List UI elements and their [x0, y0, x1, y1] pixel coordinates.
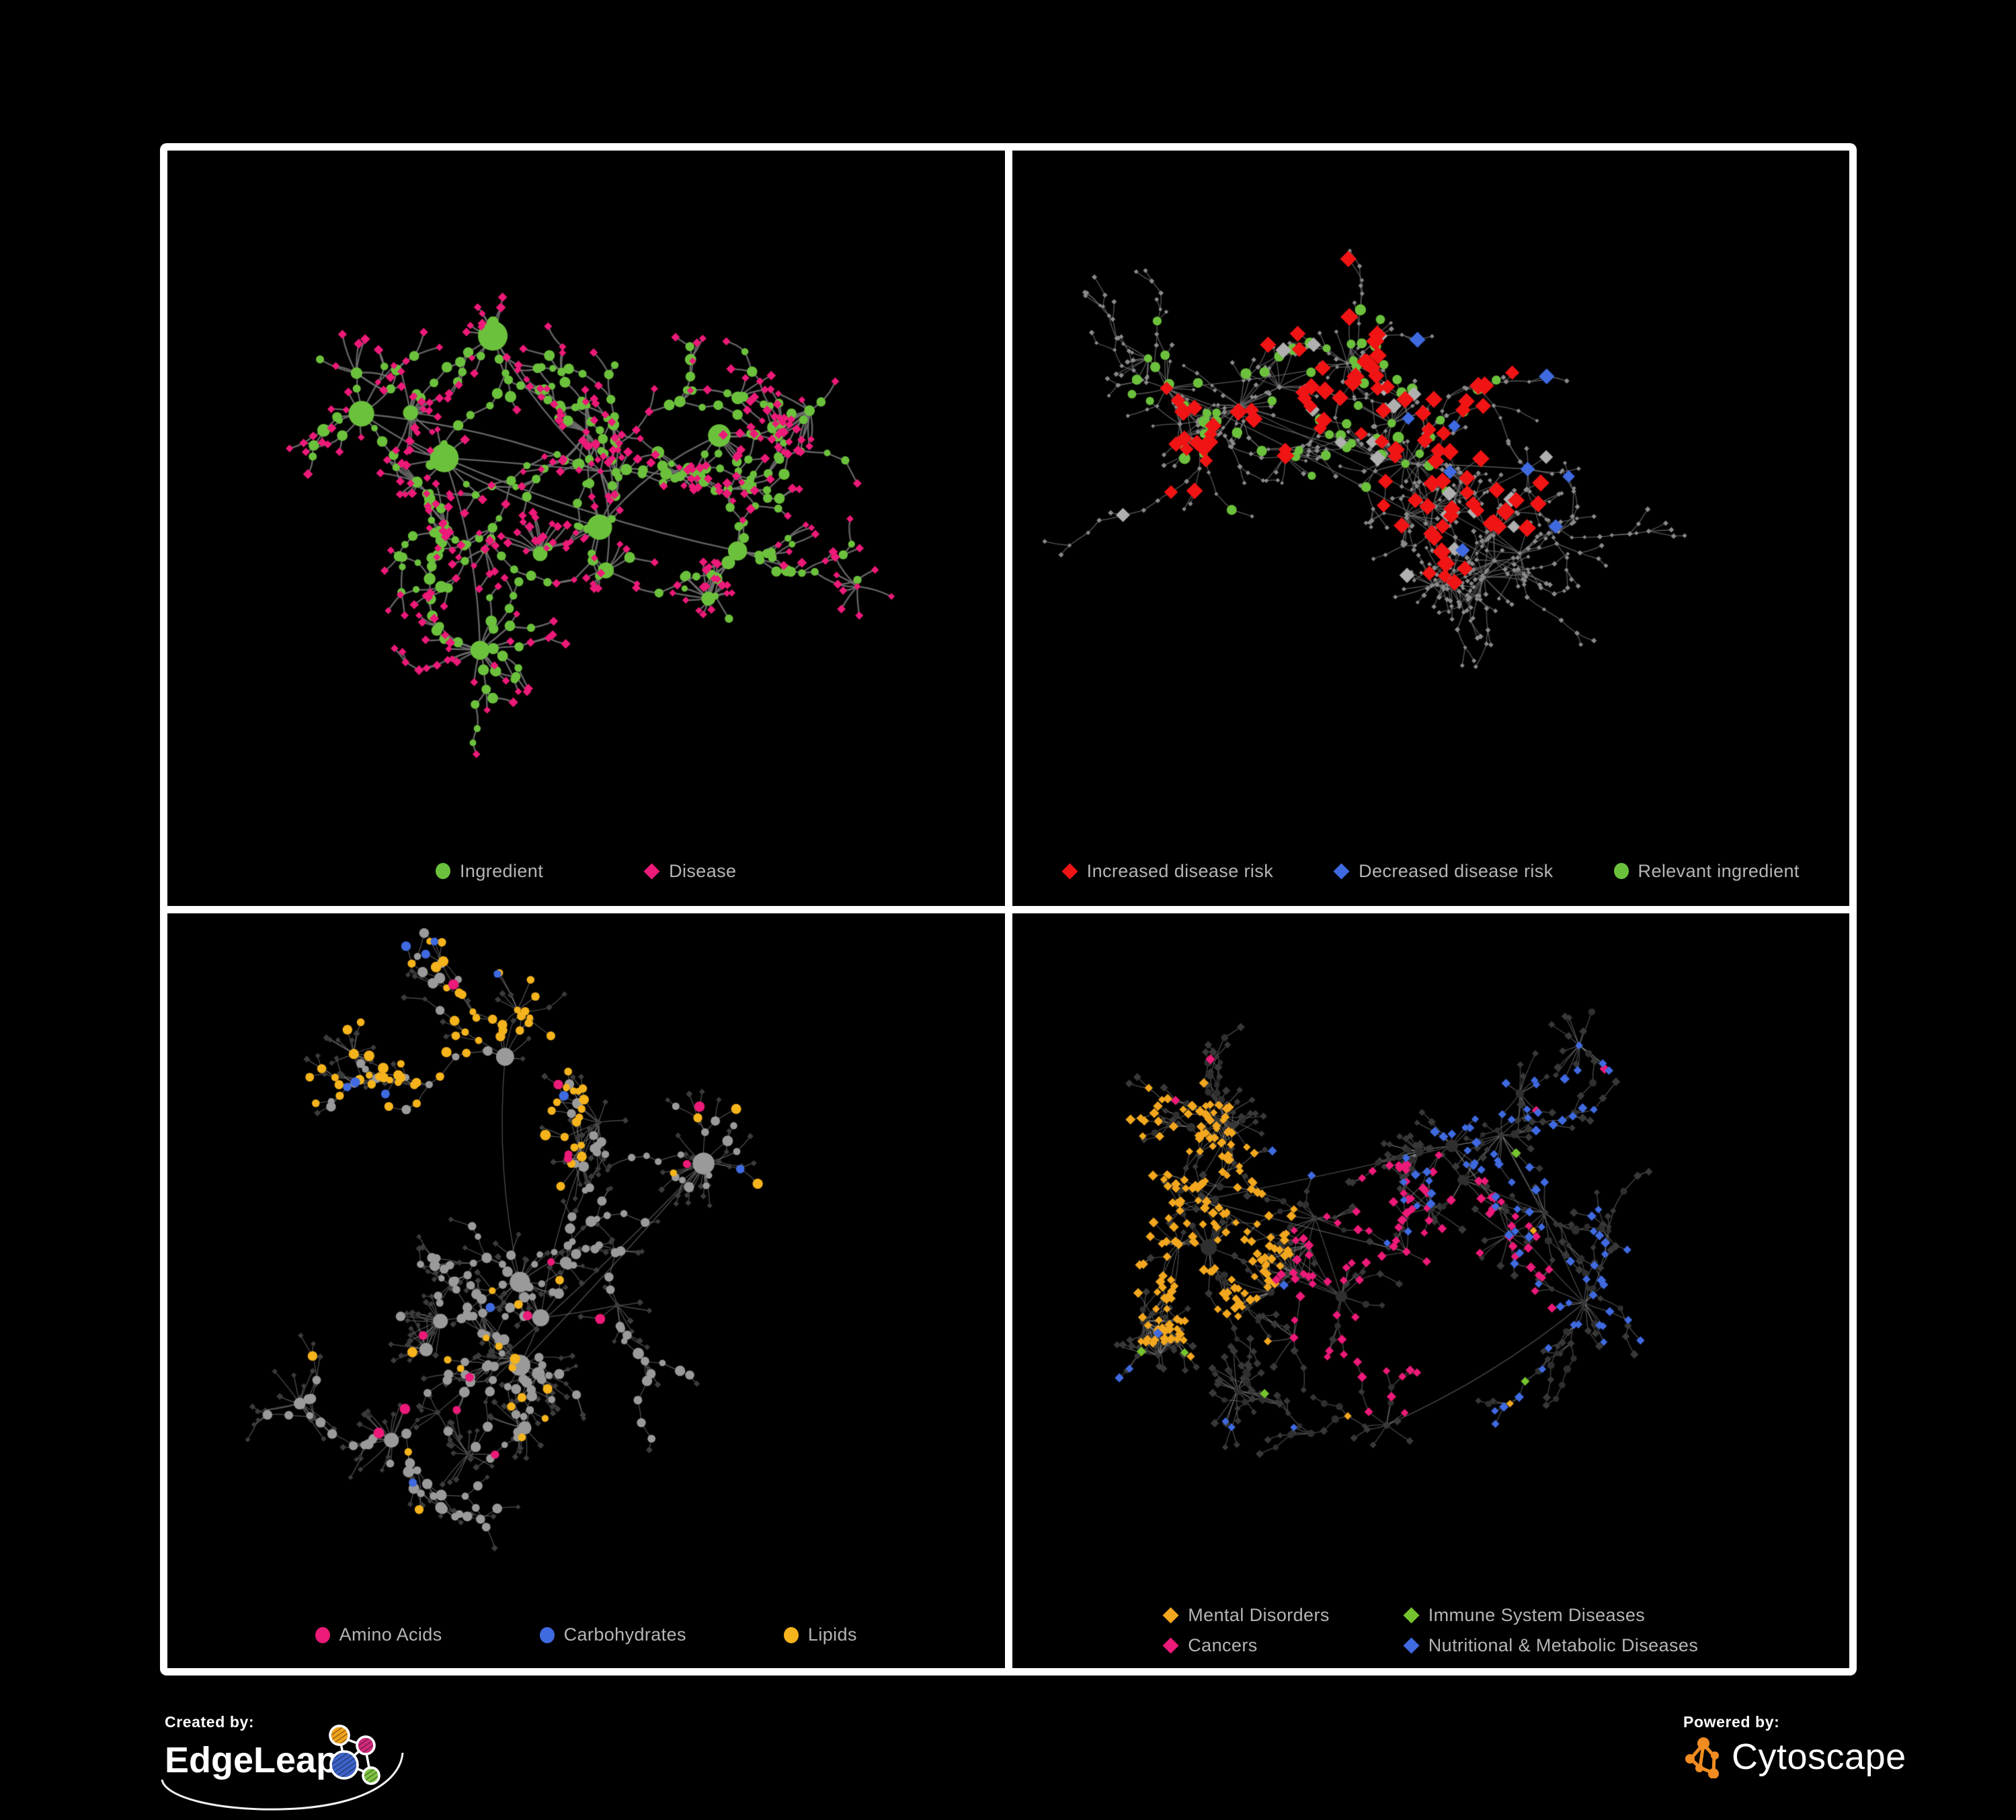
panel-disease-classes: Mental Disorders Immune System Diseases Ca… [1012, 913, 1849, 1668]
legend-circle-marker [436, 863, 451, 879]
legend-diamond-marker [1333, 862, 1350, 880]
legend-item: Mental Disorders [1162, 1605, 1330, 1626]
legend-label: Mental Disorders [1188, 1605, 1330, 1625]
legend-label: Increased disease risk [1086, 860, 1274, 881]
legend-item: Increased disease risk [1061, 860, 1274, 882]
powered-by-block: Powered by: Cytosc [1683, 1713, 1952, 1794]
legend-item: Immune System Diseases [1403, 1605, 1698, 1626]
legend-circle-marker [539, 1626, 555, 1643]
edgeleap-network-icon [329, 1725, 380, 1785]
created-by-block: Created by: EdgeLeap [161, 1713, 420, 1811]
powered-by-label: Powered by: [1683, 1713, 1780, 1731]
legend-label: Carbohydrates [563, 1624, 686, 1645]
disease-class-network-canvas [1012, 913, 1849, 1668]
legend-item: Nutritional & Metabolic Diseases [1403, 1635, 1699, 1656]
legend-item: Relevant ingredient [1613, 860, 1800, 882]
legend-item: Disease [643, 860, 737, 882]
legend-circle-marker [783, 1626, 799, 1643]
legend-item: Lipids [783, 1624, 857, 1645]
created-by-label: Created by: [165, 1713, 255, 1731]
legend-item: Amino Acids [315, 1624, 442, 1645]
panel-grid: Ingredient Disease Increased disease risk… [160, 143, 1857, 1676]
legend-label: Cancers [1188, 1635, 1258, 1655]
panel-disease-risk: Increased disease risk Decreased disease … [1012, 151, 1850, 906]
edgeleap-brand-text: EdgeLeap [165, 1740, 339, 1780]
edgeleap-logo: EdgeLeap [161, 1725, 420, 1811]
legend-label: Immune System Diseases [1428, 1605, 1646, 1625]
legend-diamond-marker [1403, 1607, 1420, 1624]
legend-diamond-marker [1162, 1607, 1179, 1624]
legend-label: Lipids [807, 1624, 857, 1645]
legend-item: Carbohydrates [539, 1624, 686, 1645]
legend-label: Amino Acids [339, 1624, 442, 1645]
ingredient-disease-network-canvas [167, 151, 1005, 906]
legend-label: Relevant ingredient [1638, 860, 1800, 881]
nutrient-class-network-canvas [167, 913, 1005, 1668]
legend-diamond-marker [643, 862, 660, 880]
disease-risk-network-canvas [1012, 151, 1849, 906]
legend-label: Decreased disease risk [1359, 860, 1554, 881]
legend-nutrient-classes: Amino Acids Carbohydrates Lipids [167, 1624, 1005, 1645]
cytoscape-icon [1685, 1737, 1719, 1778]
cytoscape-brand-text: Cytoscape [1732, 1737, 1906, 1777]
legend-disease-risk: Increased disease risk Decreased disease … [1012, 861, 1850, 882]
panel-nutrient-classes: Amino Acids Carbohydrates Lipids [167, 913, 1005, 1668]
legend-label: Nutritional & Metabolic Diseases [1428, 1635, 1699, 1655]
legend-diamond-marker [1162, 1637, 1179, 1654]
legend-diamond-marker [1403, 1637, 1420, 1654]
legend-disease-classes: Mental Disorders Immune System Diseases Ca… [1162, 1605, 1699, 1656]
legend-label: Disease [669, 860, 737, 881]
legend-circle-marker [1613, 863, 1629, 879]
legend-item: Decreased disease risk [1333, 860, 1554, 882]
legend-ingredient-disease: Ingredient Disease [167, 861, 1005, 882]
legend-item: Cancers [1162, 1635, 1329, 1656]
legend-label: Ingredient [460, 860, 544, 881]
legend-circle-marker [315, 1626, 330, 1643]
panel-ingredient-disease: Ingredient Disease [167, 151, 1005, 906]
legend-diamond-marker [1061, 862, 1078, 880]
legend-item: Ingredient [436, 861, 543, 882]
